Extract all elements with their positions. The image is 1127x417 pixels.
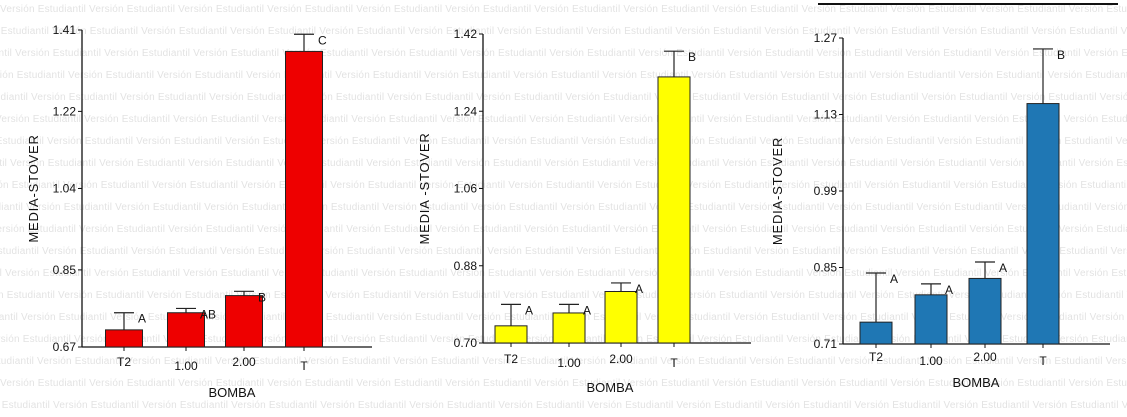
bar — [968, 277, 1002, 345]
bar-group-label: A — [890, 272, 898, 286]
y-tick-label: 1.42 — [454, 27, 478, 41]
x-tick-label: 1.00 — [174, 359, 198, 373]
bar — [494, 325, 528, 344]
y-tick-label: 1.22 — [53, 104, 77, 118]
x-tick-label: T2 — [117, 355, 131, 369]
y-tick-label: 1.27 — [814, 31, 838, 45]
bar-chart-3: 0.71 0.85 0.99 1.13 1.27 MEDIA-STOVER T2 A 1.00 A… — [770, 31, 1110, 390]
x-tick-label: 2.00 — [973, 350, 997, 364]
bar-chart-1: 0.67 0.85 1.04 1.22 1.41 MEDIA-STOVER T2 A 1.00 A… — [26, 23, 372, 400]
bar — [285, 50, 323, 348]
bar — [552, 312, 586, 344]
y-tick-label: 0.99 — [814, 184, 838, 198]
y-tick-label: 0.70 — [454, 336, 478, 350]
x-tick-label: 1.00 — [919, 354, 943, 368]
top-rule — [818, 3, 1118, 5]
bar-group-label: A — [138, 312, 146, 326]
bar — [167, 312, 205, 348]
bar — [914, 294, 948, 345]
x-tick-label: T — [1039, 354, 1047, 368]
bar-group-label: A — [583, 303, 591, 317]
bar — [105, 329, 143, 348]
bar — [859, 321, 893, 345]
bar-group-label: A — [525, 303, 533, 317]
x-tick-label: 2.00 — [232, 355, 256, 369]
bar — [1026, 103, 1060, 345]
y-axis-label: MEDIA-STOVER — [26, 134, 41, 242]
chart-panel-1: 0.67 0.85 1.04 1.22 1.41 MEDIA-STOVER T2 A 1.00 A… — [0, 0, 400, 417]
y-tick-label: 0.71 — [814, 337, 838, 351]
y-axis-label: MEDIA -STOVER — [417, 132, 432, 244]
y-tick-label: 1.24 — [454, 104, 478, 118]
bar-group-label: B — [1057, 48, 1065, 62]
bar-chart-2: 0.70 0.88 1.06 1.24 1.42 MEDIA -STOVER T2 A 1.00… — [417, 27, 751, 395]
x-tick-label: 1.00 — [557, 356, 581, 370]
x-tick-label: T — [300, 359, 308, 373]
y-axis-label: MEDIA-STOVER — [770, 137, 785, 245]
bar-group-label: A — [999, 261, 1007, 275]
x-tick-label: T2 — [504, 352, 518, 366]
y-tick-label: 1.06 — [454, 182, 478, 196]
chart-panel-2: 0.70 0.88 1.06 1.24 1.42 MEDIA -STOVER T2 A 1.00… — [405, 0, 775, 417]
chart-panel-3: 0.71 0.85 0.99 1.13 1.27 MEDIA-STOVER T2 A 1.00 A… — [770, 0, 1127, 417]
bar-group-label: B — [688, 50, 696, 64]
y-tick-label: 1.13 — [814, 108, 838, 122]
y-tick-label: 0.85 — [53, 263, 77, 277]
bar — [225, 295, 263, 348]
x-tick-label: 2.00 — [609, 352, 633, 366]
y-tick-label: 1.04 — [53, 182, 77, 196]
bar-group-label: AB — [200, 307, 216, 321]
y-tick-label: 0.85 — [814, 261, 838, 275]
x-axis-label: BOMBA — [953, 375, 1000, 390]
bar-group-label: A — [635, 282, 643, 296]
bar-group-label: A — [945, 283, 953, 297]
bar-group-label: B — [258, 290, 266, 304]
y-tick-label: 1.41 — [53, 23, 77, 37]
x-axis-label: BOMBA — [587, 380, 634, 395]
bar — [604, 291, 638, 344]
bar-group-label: C — [318, 33, 327, 47]
y-tick-label: 0.67 — [53, 340, 77, 354]
x-tick-label: T2 — [869, 350, 883, 364]
x-axis-label: BOMBA — [209, 385, 256, 400]
x-tick-label: T — [670, 356, 678, 370]
bar — [657, 76, 691, 344]
y-tick-label: 0.88 — [454, 259, 478, 273]
